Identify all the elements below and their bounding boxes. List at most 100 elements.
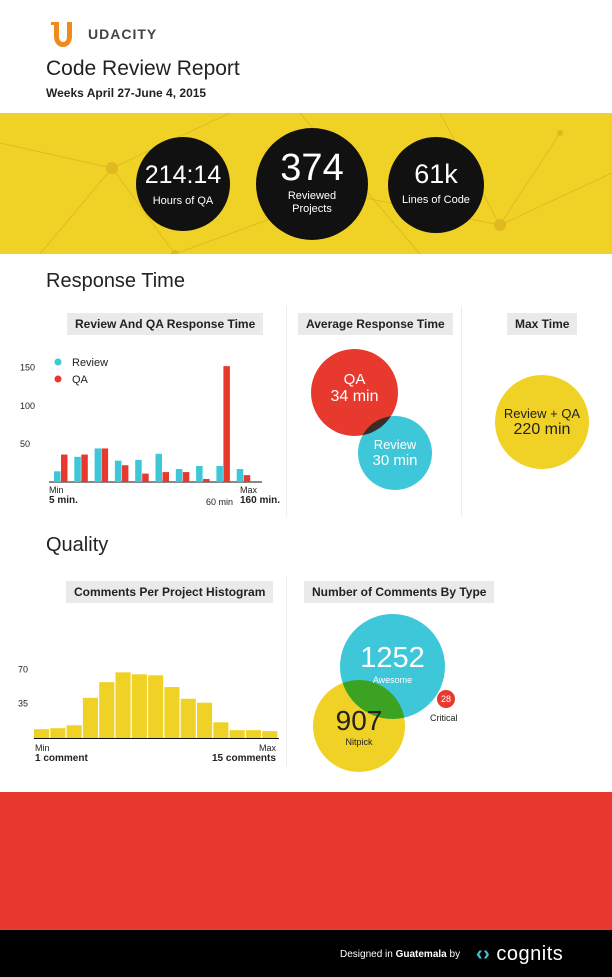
bar-review bbox=[114, 460, 122, 482]
bar-qa bbox=[223, 366, 230, 482]
footer-red-band bbox=[0, 792, 612, 930]
reviewed-projects-stat: 374 Reviewed Projects bbox=[256, 128, 368, 240]
bar-review bbox=[175, 469, 183, 482]
bar-qa bbox=[162, 472, 169, 482]
histogram-bar bbox=[82, 697, 98, 738]
cognits-logo: ‹› cognits bbox=[476, 943, 563, 966]
divider bbox=[286, 576, 287, 766]
response-peak-label: 60 min bbox=[206, 497, 234, 507]
bar-qa bbox=[101, 448, 109, 482]
awesome-value: 1252 bbox=[360, 642, 425, 674]
critical-label: Critical bbox=[430, 713, 458, 723]
max-bubble-value: 220 min bbox=[513, 420, 571, 438]
lines-label: Lines of Code bbox=[402, 194, 470, 206]
bar-review bbox=[135, 459, 142, 482]
review-bubble-label: Review bbox=[373, 437, 417, 452]
response-max-value: 160 min. bbox=[240, 495, 281, 506]
footer-credit: Designed in Guatemala by bbox=[340, 949, 460, 960]
qa-bubble-value: 34 min bbox=[330, 388, 379, 405]
critical-value: 28 bbox=[440, 694, 451, 704]
response-time-chart: 50 100 150 Review QA bbox=[20, 357, 262, 483]
review-bubble-value: 30 min bbox=[372, 452, 418, 469]
stats-band: 214:14 Hours of QA 374 Reviewed Projects… bbox=[0, 113, 612, 254]
hist-max-value: 15 comments bbox=[212, 753, 276, 764]
lines-value: 61k bbox=[414, 159, 458, 189]
bar-qa bbox=[121, 465, 129, 482]
hist-min-label: Min bbox=[35, 743, 50, 753]
bar-qa bbox=[182, 472, 190, 482]
histogram-bar bbox=[66, 725, 82, 738]
quality-title: Quality bbox=[46, 534, 109, 556]
hours-of-qa-stat: 214:14 Hours of QA bbox=[136, 137, 230, 231]
comments-by-type-title: Number of Comments By Type bbox=[304, 581, 495, 603]
bar-review bbox=[196, 465, 203, 482]
response-chart-title: Review And QA Response Time bbox=[67, 313, 264, 335]
critical-comments-bubble: 28 bbox=[437, 690, 455, 708]
histogram-bar bbox=[34, 729, 50, 738]
histogram-bar bbox=[245, 730, 261, 738]
y-tick-label: 50 bbox=[20, 439, 30, 449]
hours-value: 214:14 bbox=[144, 161, 222, 189]
lines-of-code-stat: 61k Lines of Code bbox=[388, 137, 484, 233]
nitpick-label: Nitpick bbox=[345, 737, 373, 747]
histogram-bar bbox=[131, 674, 147, 738]
bar-qa bbox=[61, 454, 68, 482]
histogram-bar bbox=[180, 698, 196, 738]
cognits-name: cognits bbox=[496, 943, 564, 965]
bar-review bbox=[94, 448, 102, 482]
review-average-bubble-shape bbox=[358, 416, 432, 490]
review-average-bubble: Review 30 min bbox=[358, 416, 432, 490]
response-time-title: Response Time bbox=[46, 270, 185, 292]
histogram-bar bbox=[197, 702, 213, 738]
response-max-label: Max bbox=[240, 485, 258, 495]
nitpick-comments-bubble-shape bbox=[313, 680, 405, 772]
histogram-bar bbox=[148, 675, 164, 738]
comments-histogram-chart: 35 70 bbox=[18, 664, 279, 739]
max-bubble-label: Review + QA bbox=[503, 405, 581, 421]
bar-qa bbox=[142, 473, 149, 482]
divider bbox=[286, 306, 287, 516]
footer-place: Guatemala bbox=[395, 949, 447, 960]
brand-name: UDACITY bbox=[88, 26, 158, 42]
bar-review bbox=[54, 471, 61, 482]
histogram-bar bbox=[99, 682, 115, 738]
max-time-title: Max Time bbox=[507, 313, 578, 335]
nitpick-comments-bubble: 907 Nitpick bbox=[313, 680, 405, 772]
y-tick-label: 150 bbox=[20, 363, 35, 373]
histogram-bar bbox=[229, 730, 245, 738]
y-tick-label: 70 bbox=[18, 664, 28, 674]
hist-min-value: 1 comment bbox=[35, 753, 88, 764]
udacity-logo-icon bbox=[51, 22, 72, 47]
bar-qa bbox=[203, 478, 210, 482]
legend-marker-qa bbox=[54, 375, 62, 383]
legend-label-qa: QA bbox=[72, 374, 89, 386]
projects-label-line1: Reviewed bbox=[287, 190, 337, 202]
histogram-bar bbox=[213, 722, 229, 738]
page-subtitle: Weeks April 27-June 4, 2015 bbox=[46, 86, 207, 100]
max-time-bubble: Review + QA 220 min bbox=[495, 375, 589, 469]
bar-review bbox=[216, 465, 223, 482]
cognits-brackets-icon: ‹› bbox=[476, 943, 491, 965]
footer: Designed in Guatemala by ‹› cognits bbox=[0, 930, 612, 977]
nitpick-value: 907 bbox=[335, 705, 383, 736]
projects-value: 374 bbox=[280, 147, 344, 189]
histogram-bar bbox=[115, 672, 131, 738]
legend-label-review: Review bbox=[72, 357, 108, 369]
report-header: UDACITY Code Review Report Weeks April 2… bbox=[0, 0, 612, 113]
hist-max-label: Max bbox=[259, 743, 277, 753]
response-min-value: 5 min. bbox=[49, 495, 78, 506]
legend-marker-review bbox=[54, 358, 62, 366]
bar-review bbox=[155, 453, 162, 482]
bar-review bbox=[236, 469, 244, 482]
y-tick-label: 100 bbox=[20, 401, 35, 411]
bar-qa bbox=[81, 454, 88, 482]
bar-review bbox=[74, 456, 81, 482]
histogram-bar bbox=[50, 728, 66, 738]
avg-response-title: Average Response Time bbox=[298, 313, 453, 335]
bar-qa bbox=[243, 475, 251, 482]
y-tick-label: 35 bbox=[18, 699, 28, 709]
awesome-label: Awesome bbox=[372, 675, 413, 685]
projects-label-line2: Projects bbox=[292, 203, 332, 215]
footer-by: by bbox=[449, 949, 461, 960]
response-min-label: Min bbox=[49, 485, 64, 495]
